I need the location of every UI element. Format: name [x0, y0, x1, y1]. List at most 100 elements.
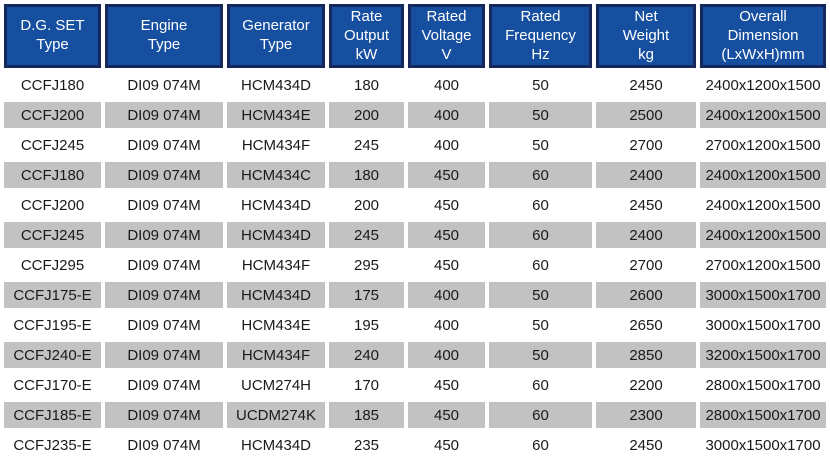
table-cell: DI09 074M [105, 192, 223, 219]
table-cell: 50 [489, 72, 592, 99]
table-cell: 450 [408, 252, 485, 279]
table-cell: 2400x1200x1500 [700, 72, 826, 99]
table-cell: HCM434C [227, 162, 325, 189]
column-header: D.G. SET Type [4, 4, 101, 69]
table-cell: 2700x1200x1500 [700, 252, 826, 279]
table-row: CCFJ175-E DI09 074M HCM434D 175 400 50 2600 300… [4, 282, 826, 309]
table-cell: 2300 [596, 402, 696, 429]
table-cell: 400 [408, 72, 485, 99]
table-cell: 170 [329, 372, 404, 399]
table-cell: HCM434F [227, 252, 325, 279]
table-cell: 60 [489, 402, 592, 429]
table-cell: 3000x1500x1700 [700, 282, 826, 309]
table-cell: 50 [489, 312, 592, 339]
table-cell: DI09 074M [105, 102, 223, 129]
table-cell: DI09 074M [105, 132, 223, 159]
table-cell: 400 [408, 282, 485, 309]
column-header: Generator Type [227, 4, 325, 69]
table-cell: HCM434E [227, 102, 325, 129]
table-cell: HCM434D [227, 192, 325, 219]
table-cell: 400 [408, 312, 485, 339]
table-cell: 450 [408, 162, 485, 189]
table-cell: CCFJ170-E [4, 372, 101, 399]
table-cell: CCFJ200 [4, 102, 101, 129]
table-cell: 2400x1200x1500 [700, 222, 826, 249]
table-cell: CCFJ295 [4, 252, 101, 279]
table-cell: 2650 [596, 312, 696, 339]
table-cell: 450 [408, 192, 485, 219]
table-cell: CCFJ240-E [4, 342, 101, 369]
table-cell: UCDM274K [227, 402, 325, 429]
table-cell: 50 [489, 282, 592, 309]
table-cell: 2400x1200x1500 [700, 192, 826, 219]
table-header: D.G. SET Type Engine Type Generator Type Ra… [4, 4, 826, 69]
table-cell: 175 [329, 282, 404, 309]
table-cell: CCFJ185-E [4, 402, 101, 429]
table-row: CCFJ185-E DI09 074M UCDM274K 185 450 60 2300 28… [4, 402, 826, 429]
table-row: CCFJ295 DI09 074M HCM434F 295 450 60 2700 2700x… [4, 252, 826, 279]
table-cell: 2450 [596, 72, 696, 99]
table-body: CCFJ180 DI09 074M HCM434D 180 400 50 2450 2400x… [4, 72, 826, 459]
column-header: Engine Type [105, 4, 223, 69]
table-cell: CCFJ235-E [4, 432, 101, 459]
table-cell: 2450 [596, 432, 696, 459]
table-row: CCFJ195-E DI09 074M HCM434E 195 400 50 2650 300… [4, 312, 826, 339]
table-row: CCFJ200 DI09 074M HCM434E 200 400 50 2500 2400x… [4, 102, 826, 129]
column-header: Net Weight kg [596, 4, 696, 69]
table-cell: CCFJ200 [4, 192, 101, 219]
table-cell: 60 [489, 372, 592, 399]
table-cell: DI09 074M [105, 372, 223, 399]
table-cell: 400 [408, 102, 485, 129]
table-row: CCFJ235-E DI09 074M HCM434D 235 450 60 2450 300… [4, 432, 826, 459]
table-cell: 2400x1200x1500 [700, 162, 826, 189]
spec-table: D.G. SET Type Engine Type Generator Type Ra… [4, 4, 826, 459]
table-cell: DI09 074M [105, 312, 223, 339]
table-cell: 400 [408, 342, 485, 369]
table-cell: 2200 [596, 372, 696, 399]
column-header: Rate Output kW [329, 4, 404, 69]
table-cell: 2800x1500x1700 [700, 372, 826, 399]
column-header: Rated Voltage V [408, 4, 485, 69]
table-cell: DI09 074M [105, 72, 223, 99]
table-cell: 2700x1200x1500 [700, 132, 826, 159]
table-cell: 50 [489, 102, 592, 129]
table-row: CCFJ245 DI09 074M HCM434F 245 400 50 2700 2700x… [4, 132, 826, 159]
table-cell: DI09 074M [105, 282, 223, 309]
column-header: Overall Dimension (LxWxH)mm [700, 4, 826, 69]
table-cell: HCM434E [227, 312, 325, 339]
table-cell: 450 [408, 372, 485, 399]
table-row: CCFJ180 DI09 074M HCM434C 180 450 60 2400 2400x… [4, 162, 826, 189]
table-cell: 2850 [596, 342, 696, 369]
table-cell: 185 [329, 402, 404, 429]
table-cell: 3000x1500x1700 [700, 432, 826, 459]
table-cell: 400 [408, 132, 485, 159]
table-cell: DI09 074M [105, 222, 223, 249]
table-cell: DI09 074M [105, 162, 223, 189]
table-cell: 50 [489, 132, 592, 159]
table-cell: 3200x1500x1700 [700, 342, 826, 369]
table-cell: 200 [329, 102, 404, 129]
table-cell: 2400 [596, 222, 696, 249]
table-cell: DI09 074M [105, 402, 223, 429]
table-cell: 2450 [596, 192, 696, 219]
table-row: CCFJ200 DI09 074M HCM434D 200 450 60 2450 2400x… [4, 192, 826, 219]
table-cell: 60 [489, 162, 592, 189]
table-cell: 200 [329, 192, 404, 219]
table-row: CCFJ245 DI09 074M HCM434D 245 450 60 2400 2400x… [4, 222, 826, 249]
table-cell: 240 [329, 342, 404, 369]
table-cell: 450 [408, 222, 485, 249]
table-cell: 180 [329, 72, 404, 99]
table-cell: 2800x1500x1700 [700, 402, 826, 429]
table-cell: 60 [489, 432, 592, 459]
table-cell: 2400x1200x1500 [700, 102, 826, 129]
table-cell: HCM434F [227, 132, 325, 159]
table-cell: DI09 074M [105, 432, 223, 459]
table-cell: UCM274H [227, 372, 325, 399]
table-cell: 2700 [596, 132, 696, 159]
table-cell: CCFJ180 [4, 72, 101, 99]
table-cell: 60 [489, 222, 592, 249]
table-cell: HCM434D [227, 222, 325, 249]
table-cell: 195 [329, 312, 404, 339]
table-cell: DI09 074M [105, 252, 223, 279]
table-cell: CCFJ180 [4, 162, 101, 189]
